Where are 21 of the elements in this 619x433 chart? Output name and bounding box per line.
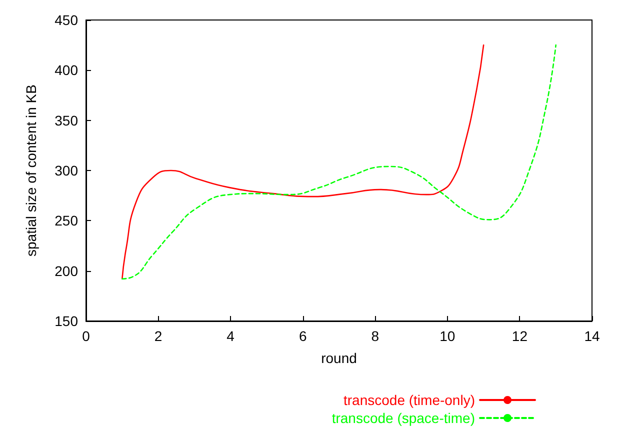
x-tick-label: 4 xyxy=(226,328,235,344)
x-axis-title: round xyxy=(321,350,357,366)
y-tick-label: 250 xyxy=(54,212,78,229)
x-tick-label: 0 xyxy=(82,328,90,344)
y-tick-label: 400 xyxy=(54,62,78,78)
y-tick-label: 300 xyxy=(54,162,78,178)
y-tick-label: 150 xyxy=(54,313,78,329)
y-tick-label: 350 xyxy=(54,112,78,128)
legend-label: transcode (space-time) xyxy=(332,410,475,426)
y-axis-title: spatial size of content in KB xyxy=(23,84,39,256)
x-tick-label: 12 xyxy=(512,328,528,344)
x-tick-label: 10 xyxy=(440,328,456,344)
y-tick-label: 450 xyxy=(54,12,78,28)
y-tick-label: 200 xyxy=(54,262,78,279)
legend-label: transcode (time-only) xyxy=(344,392,475,408)
x-tick-label: 6 xyxy=(298,328,307,344)
x-tick-label: 14 xyxy=(584,328,600,344)
x-tick-label: 8 xyxy=(371,328,380,344)
line-series xyxy=(121,44,484,280)
x-tick-label: 2 xyxy=(154,328,162,344)
line-series xyxy=(121,44,557,280)
